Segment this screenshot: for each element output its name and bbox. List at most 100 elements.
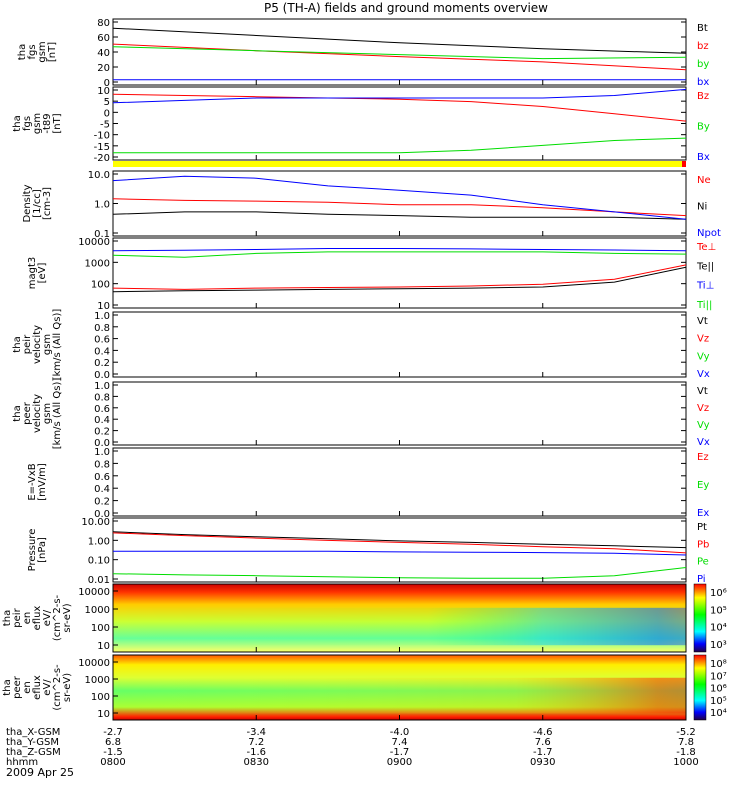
panel-frame [112, 311, 687, 378]
status-bar [113, 161, 686, 167]
y-tick-label: 100 [91, 692, 110, 703]
y-tick-label: 10000 [78, 587, 110, 598]
y-axis-label-line: peer [12, 675, 23, 699]
y-axis-label: thapeirenefluxeV/(cm^2-s-sr-eV) [2, 594, 73, 641]
y-axis-label-line: eV/ [42, 679, 53, 696]
orbit-value: -3.4 [246, 727, 266, 738]
y-axis-label-line: [1/cc] [32, 189, 43, 218]
legend-label: bx [697, 77, 709, 88]
orbit-value: 0930 [530, 757, 555, 768]
y-tick-label: 0.6 [94, 404, 110, 415]
y-tick-label: 0.8 [94, 392, 110, 403]
y-tick-label: 1.00 [88, 536, 110, 547]
legend-label: Ni [697, 202, 707, 213]
legend-label: Ey [697, 480, 709, 491]
y-axis-label-line: gsm [42, 403, 53, 424]
y-tick-label: 0.2 [94, 427, 110, 438]
y-axis-label-line: [km/s (All Qs)] [52, 309, 63, 381]
y-tick-label: -10 [94, 131, 110, 142]
orbit-value: 0800 [100, 757, 125, 768]
legend-label: Pe [697, 557, 709, 568]
y-tick-label: 0.01 [88, 575, 110, 586]
orbit-value: 7.4 [392, 737, 408, 748]
legend-label: Vy [697, 420, 710, 431]
colorbar-tick-label: 10⁵ [710, 605, 727, 616]
date-label: 2009 Apr 25 [6, 766, 74, 779]
y-axis-label-line: tha [2, 679, 13, 695]
panel-4: 10000 1000 100 10 Te⊥ Te|| Ti⊥ Ti|| magt3[eV] [27, 237, 716, 312]
y-tick-label: 0.0 [94, 509, 110, 520]
status-bar-end [682, 161, 686, 167]
y-tick-label: 100 [91, 623, 110, 634]
legend-label: Pi [697, 574, 706, 585]
y-tick-label: 0.8 [94, 459, 110, 470]
y-axis-label-line: tha [12, 405, 23, 421]
y-axis-label-line: fgs [27, 44, 38, 59]
y-tick-label: 0 [104, 78, 110, 89]
panel-frame [112, 447, 687, 517]
panel-frame [112, 381, 687, 446]
orbit-value: 0900 [387, 757, 412, 768]
orbit-value: -2.7 [103, 727, 123, 738]
y-axis-label-line: eflux [32, 606, 43, 631]
orbit-value: -4.0 [390, 727, 410, 738]
panel-8: 10.00 1.00 0.10 0.01 Pt Pb Pe Pi Pressure[nPa] [27, 517, 709, 586]
y-tick-label: -5 [100, 120, 110, 131]
panel-6: 1.00.80.60.40.20.0 Vt Vz Vy Vx thapeervelocit… [12, 378, 710, 450]
series-line-by [112, 46, 687, 60]
y-tick-label: 10 [97, 641, 110, 652]
y-axis-label-line: Pressure [27, 529, 38, 572]
legend-label: Vx [697, 437, 710, 448]
y-axis-label: thapeirvelocitygsm[km/s (All Qs)] [12, 309, 63, 381]
orbit-table: tha_X-GSMtha_Y-GSMtha_Z-GSMhhmm-2.76.8-1… [6, 727, 699, 768]
y-tick-label: 20 [97, 63, 110, 74]
orbit-value: -1.7 [533, 747, 553, 758]
y-axis-label-line: gsm [32, 113, 43, 134]
legend-label: Pt [697, 522, 707, 533]
y-axis-label-line: tha [2, 610, 13, 626]
series-line-Pi [113, 550, 687, 556]
legend-label: Ti⊥ [696, 281, 714, 292]
panel-1: 80 60 40 20 0 Bt bz by bx thafgsgsm[nT] [17, 18, 709, 89]
series-line-Pt [112, 531, 687, 549]
series-line-Te⊥ [112, 264, 687, 290]
orbit-value: -4.6 [533, 727, 553, 738]
colorbar-tick-label: 10⁷ [710, 671, 727, 682]
spectrogram-shade [113, 607, 686, 646]
legend-label: Bx [697, 152, 710, 163]
y-axis-label-line: tha [12, 336, 23, 352]
y-tick-label: 60 [97, 33, 110, 44]
series-line-Te|| [112, 266, 687, 293]
legend-label: Vy [697, 351, 710, 362]
y-axis-label-line: [mV/m] [37, 463, 48, 501]
y-tick-label: 10 [97, 301, 110, 312]
y-axis-label-line: peir [22, 334, 33, 354]
y-tick-label: 1.0 [94, 381, 110, 392]
y-axis-label-line: (cm^2-s- [52, 664, 63, 711]
chart-title: P5 (TH-A) fields and ground moments over… [264, 1, 548, 15]
series-line-Bt [112, 27, 687, 54]
y-axis-label-line: eV/ [42, 609, 53, 626]
y-axis-label: thafgsgsm-t89[nT] [12, 113, 63, 134]
y-axis-label-line: en [22, 612, 33, 625]
y-axis-label-line: -t89 [42, 113, 53, 133]
legend-label: Pb [697, 539, 709, 550]
colorbar [693, 654, 707, 721]
y-tick-label: 10.00 [81, 517, 110, 528]
y-axis-label-line: sr-eV) [62, 673, 73, 702]
y-axis-label: thapeerenefluxeV/(cm^2-s-sr-eV) [2, 664, 73, 711]
legend-label: Vx [697, 369, 710, 380]
orbit-value: 1000 [673, 757, 698, 768]
y-tick-label: 0.2 [94, 497, 110, 508]
panel-7: 1.00.8 0.60.4 0.20.0 Ez Ey Ex E=-VxB[mV/m] [27, 447, 709, 520]
y-axis-label-line: peir [12, 607, 23, 627]
legend-label: Te|| [696, 261, 714, 272]
orbit-value: 7.2 [248, 737, 264, 748]
y-tick-label: 0.4 [94, 346, 110, 357]
y-axis-label-line: velocity [32, 394, 43, 433]
series-line-Ti⊥ [112, 248, 687, 252]
colorbar-tick-label: 10⁴ [710, 708, 727, 719]
